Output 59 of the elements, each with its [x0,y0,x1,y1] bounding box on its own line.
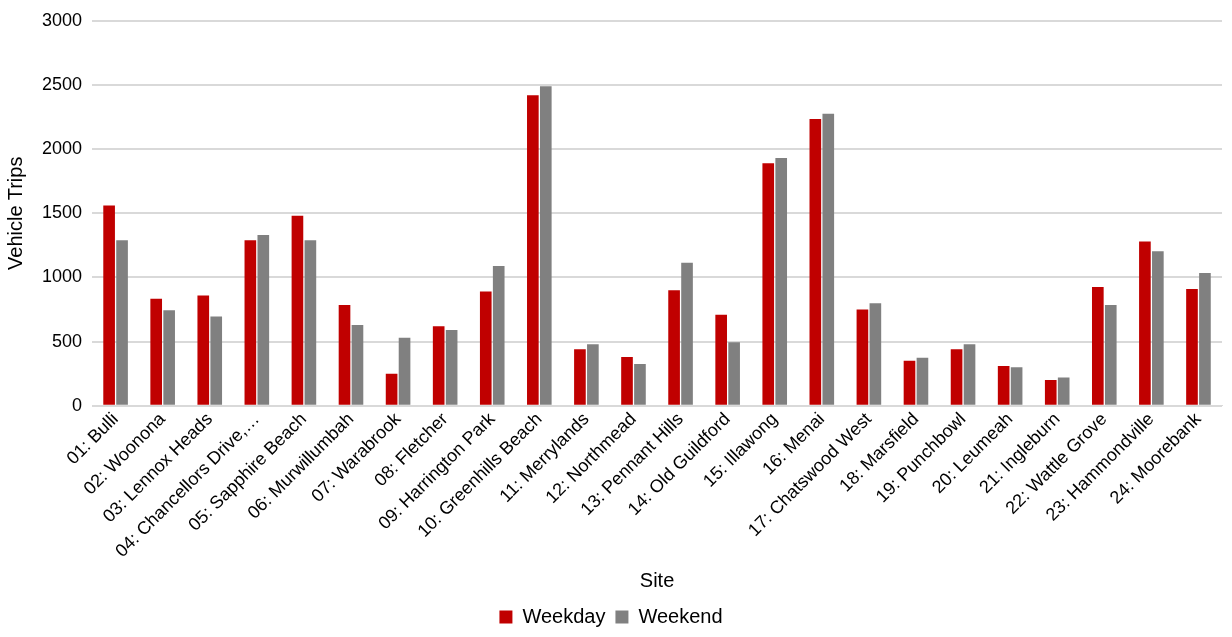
bar [668,290,680,405]
bar [539,86,552,405]
bar [492,265,505,405]
bar [587,344,599,405]
legend-label: Weekend [638,604,723,627]
bar [715,314,727,405]
bar [1139,241,1151,405]
bar [527,95,539,405]
bar [304,240,317,405]
legend-label: Weekday [522,604,606,627]
bar [445,330,458,405]
bar [1199,272,1211,405]
bar [432,326,445,405]
bar [809,118,822,405]
bar [775,158,788,405]
bar [1152,251,1164,405]
bar [351,324,364,405]
bar [1092,287,1104,405]
bar [1010,367,1023,405]
bar [244,240,257,405]
bar [385,373,398,405]
y-tick-label: 1500 [42,202,83,223]
bar [963,344,976,405]
y-tick-label: 2500 [42,73,83,94]
bar [103,205,115,405]
bar [1044,380,1057,405]
bar [479,291,492,405]
bar [822,113,835,405]
bar [257,235,270,405]
bar [163,310,175,405]
bar [728,342,740,405]
bar [903,360,916,405]
bar [1104,305,1117,405]
y-axis-title: Vehicle Trips [3,156,26,270]
bar [634,364,646,405]
bar [681,262,693,405]
x-axis-title: Site [639,568,675,591]
bar [398,337,411,405]
bar [997,366,1010,405]
bar [338,305,351,405]
y-tick-label: 3000 [42,9,83,30]
bar [1186,289,1198,405]
bar [150,298,163,405]
bar [116,240,128,405]
bar [916,357,929,405]
y-tick-label: 1000 [42,266,83,287]
y-tick-label: 0 [72,394,83,415]
bar [950,349,963,405]
bar [291,215,304,405]
bar [869,303,882,405]
y-tick-label: 2000 [42,138,83,159]
bar [856,309,869,405]
bar [762,163,775,405]
bar [621,357,633,405]
bar [210,316,223,405]
y-tick-label: 500 [52,330,83,351]
bar [574,349,586,405]
bar [197,295,210,405]
bar [1057,377,1070,405]
